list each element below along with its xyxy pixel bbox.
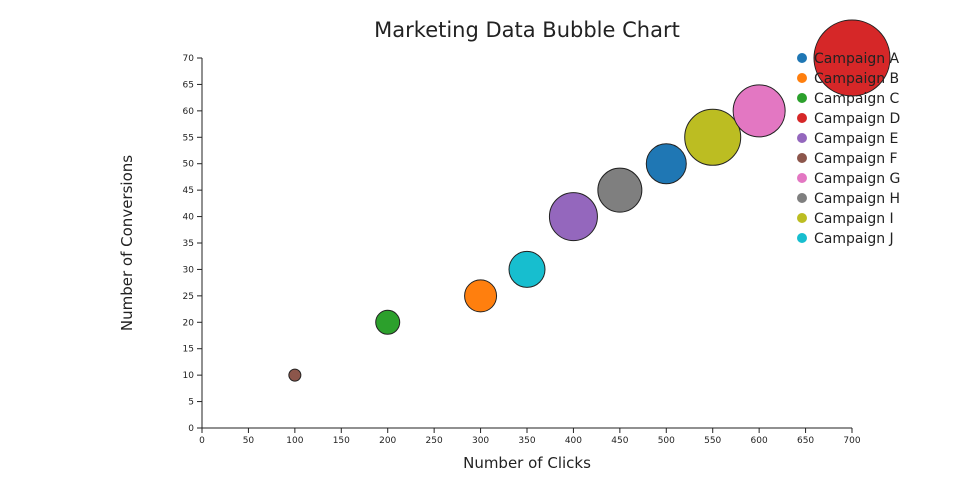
y-tick-label: 30 — [183, 265, 195, 275]
x-tick-label: 400 — [565, 436, 582, 446]
x-axis-label: Number of Clicks — [463, 454, 591, 472]
y-tick-label: 40 — [183, 213, 195, 223]
x-tick-label: 650 — [797, 436, 814, 446]
y-tick-label: 55 — [183, 133, 194, 143]
legend-marker-campaign-g — [797, 173, 807, 183]
bubble-campaign-a[interactable] — [645, 143, 687, 185]
x-tick-label: 300 — [472, 436, 489, 446]
legend-marker-campaign-h — [797, 193, 807, 203]
bubble-campaign-h[interactable] — [597, 167, 643, 213]
axes: 0 50 100 150 200 250 300 350 400 450 500 550 600 650 7… — [183, 54, 861, 446]
chart-title: Marketing Data Bubble Chart — [374, 18, 680, 42]
bubble-campaign-c[interactable] — [375, 309, 401, 335]
y-tick-label: 15 — [183, 345, 194, 355]
y-tick-label: 0 — [188, 424, 194, 434]
x-tick-label: 0 — [199, 436, 205, 446]
legend-label-campaign-d: Campaign D — [814, 111, 900, 127]
legend-marker-campaign-j — [797, 233, 807, 243]
bubble-campaign-i[interactable] — [684, 108, 742, 166]
x-tick-label: 250 — [426, 436, 443, 446]
y-tick-label: 65 — [183, 80, 194, 90]
bubbles — [288, 19, 891, 382]
y-tick-label: 25 — [183, 292, 194, 302]
bubble-campaign-b[interactable] — [464, 279, 498, 313]
x-tick-label: 700 — [843, 436, 860, 446]
y-tick-label: 10 — [183, 371, 195, 381]
legend-label-campaign-b: Campaign B — [814, 71, 899, 87]
bubble-campaign-g[interactable] — [732, 84, 786, 138]
y-tick-label: 35 — [183, 239, 194, 249]
legend-marker-campaign-b — [797, 73, 807, 83]
y-tick-label: 70 — [183, 54, 195, 64]
legend-marker-campaign-i — [797, 213, 807, 223]
legend: Campaign A Campaign B Campaign C Campaign D… — [797, 51, 900, 247]
x-tick-label: 50 — [243, 436, 255, 446]
legend-marker-campaign-c — [797, 93, 807, 103]
y-tick-label: 60 — [183, 107, 195, 117]
legend-label-campaign-a: Campaign A — [814, 51, 900, 67]
bubble-campaign-d[interactable] — [813, 19, 891, 97]
bubble-campaign-j[interactable] — [508, 250, 546, 288]
legend-label-campaign-h: Campaign H — [814, 191, 900, 207]
y-axis-label: Number of Conversions — [118, 155, 136, 331]
bubble-campaign-e[interactable] — [548, 192, 598, 242]
legend-label-campaign-j: Campaign J — [814, 231, 894, 247]
x-tick-label: 500 — [658, 436, 675, 446]
x-tick-label: 200 — [379, 436, 396, 446]
x-tick-label: 450 — [611, 436, 628, 446]
legend-marker-campaign-a — [797, 53, 807, 63]
x-tick-label: 600 — [751, 436, 768, 446]
legend-marker-campaign-e — [797, 133, 807, 143]
legend-marker-campaign-d — [797, 113, 807, 123]
y-tick-label: 5 — [188, 398, 194, 408]
bubble-campaign-f[interactable] — [288, 368, 302, 382]
x-tick-label: 150 — [333, 436, 350, 446]
y-tick-label: 50 — [183, 160, 195, 170]
legend-label-campaign-i: Campaign I — [814, 211, 894, 227]
legend-label-campaign-g: Campaign G — [814, 171, 900, 187]
y-tick-label: 45 — [183, 186, 194, 196]
legend-label-campaign-e: Campaign E — [814, 131, 898, 147]
x-tick-label: 550 — [704, 436, 721, 446]
legend-marker-campaign-f — [797, 153, 807, 163]
x-tick-label: 100 — [286, 436, 303, 446]
legend-label-campaign-c: Campaign C — [814, 91, 900, 107]
legend-label-campaign-f: Campaign F — [814, 151, 898, 167]
x-tick-label: 350 — [518, 436, 535, 446]
y-tick-label: 20 — [183, 318, 195, 328]
